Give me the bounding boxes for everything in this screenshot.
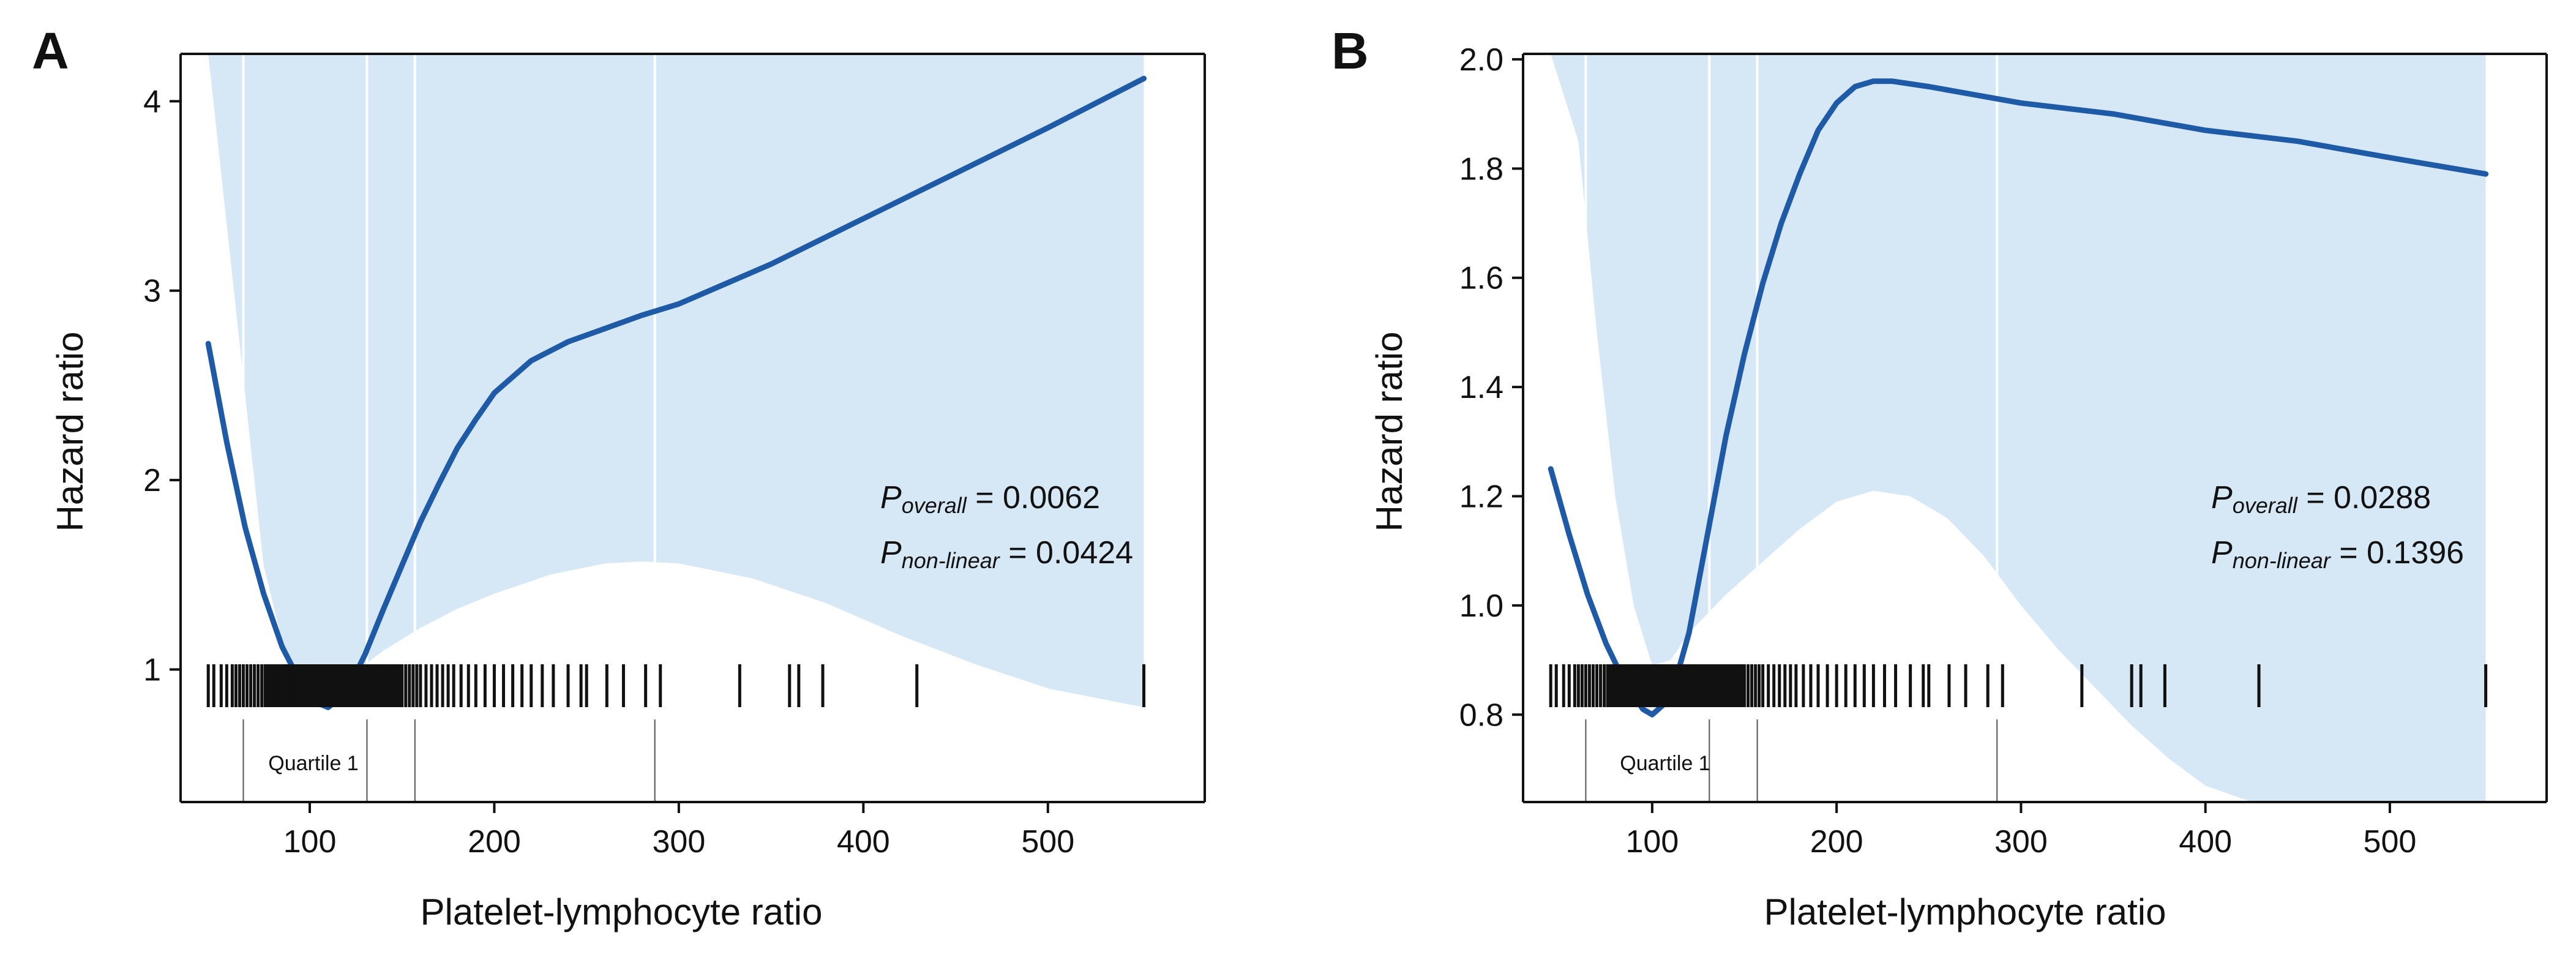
- hazard-ratio-line: [205, 75, 1147, 710]
- x-tick-label: 400: [2179, 824, 2232, 860]
- panel-a-plot: 100 200 300 400 500 1 2 3 4: [143, 53, 1206, 860]
- x-tick-label: 200: [468, 824, 521, 860]
- x-tick-label: 200: [1810, 824, 1863, 860]
- x-tick-label: 400: [837, 824, 890, 860]
- y-tick-label: 3: [143, 274, 161, 309]
- panel-b: B 100 200 300 400 500 0.8 1.0 1.2 1.4 1.6 1.8 2.0 P…: [1331, 22, 2548, 932]
- p-overall-annotation: Poverall = 0.0288: [2211, 480, 2431, 518]
- x-tick-label: 500: [2364, 824, 2417, 860]
- p-overall-annotation: Poverall = 0.0062: [880, 480, 1100, 518]
- y-tick-label: 1.0: [1459, 588, 1503, 624]
- y-tick-label: 2.0: [1459, 42, 1503, 78]
- panel-a: A 100 200 300 400 500 1 2 3 4 Platelet-lymphocyt…: [32, 22, 1206, 932]
- y-axis-title: Hazard ratio: [50, 332, 91, 532]
- p-nonlinear-annotation: Pnon-linear = 0.0424: [880, 535, 1133, 573]
- quartile-label: Quartile 1: [1620, 752, 1710, 775]
- x-tick-label: 100: [283, 824, 337, 860]
- y-tick-label: 1.8: [1459, 151, 1503, 187]
- y-tick-label: 2: [143, 463, 161, 498]
- x-tick-label: 300: [1994, 824, 2048, 860]
- panel-label-b: B: [1331, 22, 1369, 80]
- x-axis-title: Platelet-lymphocyte ratio: [421, 891, 823, 932]
- confidence-band: [1551, 54, 2486, 802]
- confidence-band: [208, 54, 1144, 711]
- y-tick-label: 1: [143, 652, 161, 688]
- y-tick-label: 4: [143, 84, 161, 119]
- x-tick-label: 300: [653, 824, 706, 860]
- x-tick-label: 100: [1626, 824, 1679, 860]
- y-tick-label: 1.2: [1459, 479, 1503, 514]
- quartile-label: Quartile 1: [268, 752, 358, 775]
- x-tick-label: 500: [1021, 824, 1074, 860]
- y-axis-title: Hazard ratio: [1369, 332, 1410, 532]
- p-nonlinear-annotation: Pnon-linear = 0.1396: [2211, 535, 2464, 573]
- y-tick-label: 0.8: [1459, 697, 1503, 733]
- panel-label-a: A: [32, 22, 69, 80]
- panel-b-plot: 100 200 300 400 500 0.8 1.0 1.2 1.4 1.6 1.8 2.0: [1459, 42, 2548, 860]
- plot-area: [205, 54, 1147, 802]
- y-tick-label: 1.6: [1459, 261, 1503, 296]
- y-tick-label: 1.4: [1459, 370, 1503, 405]
- x-axis-title: Platelet-lymphocyte ratio: [1764, 891, 2166, 932]
